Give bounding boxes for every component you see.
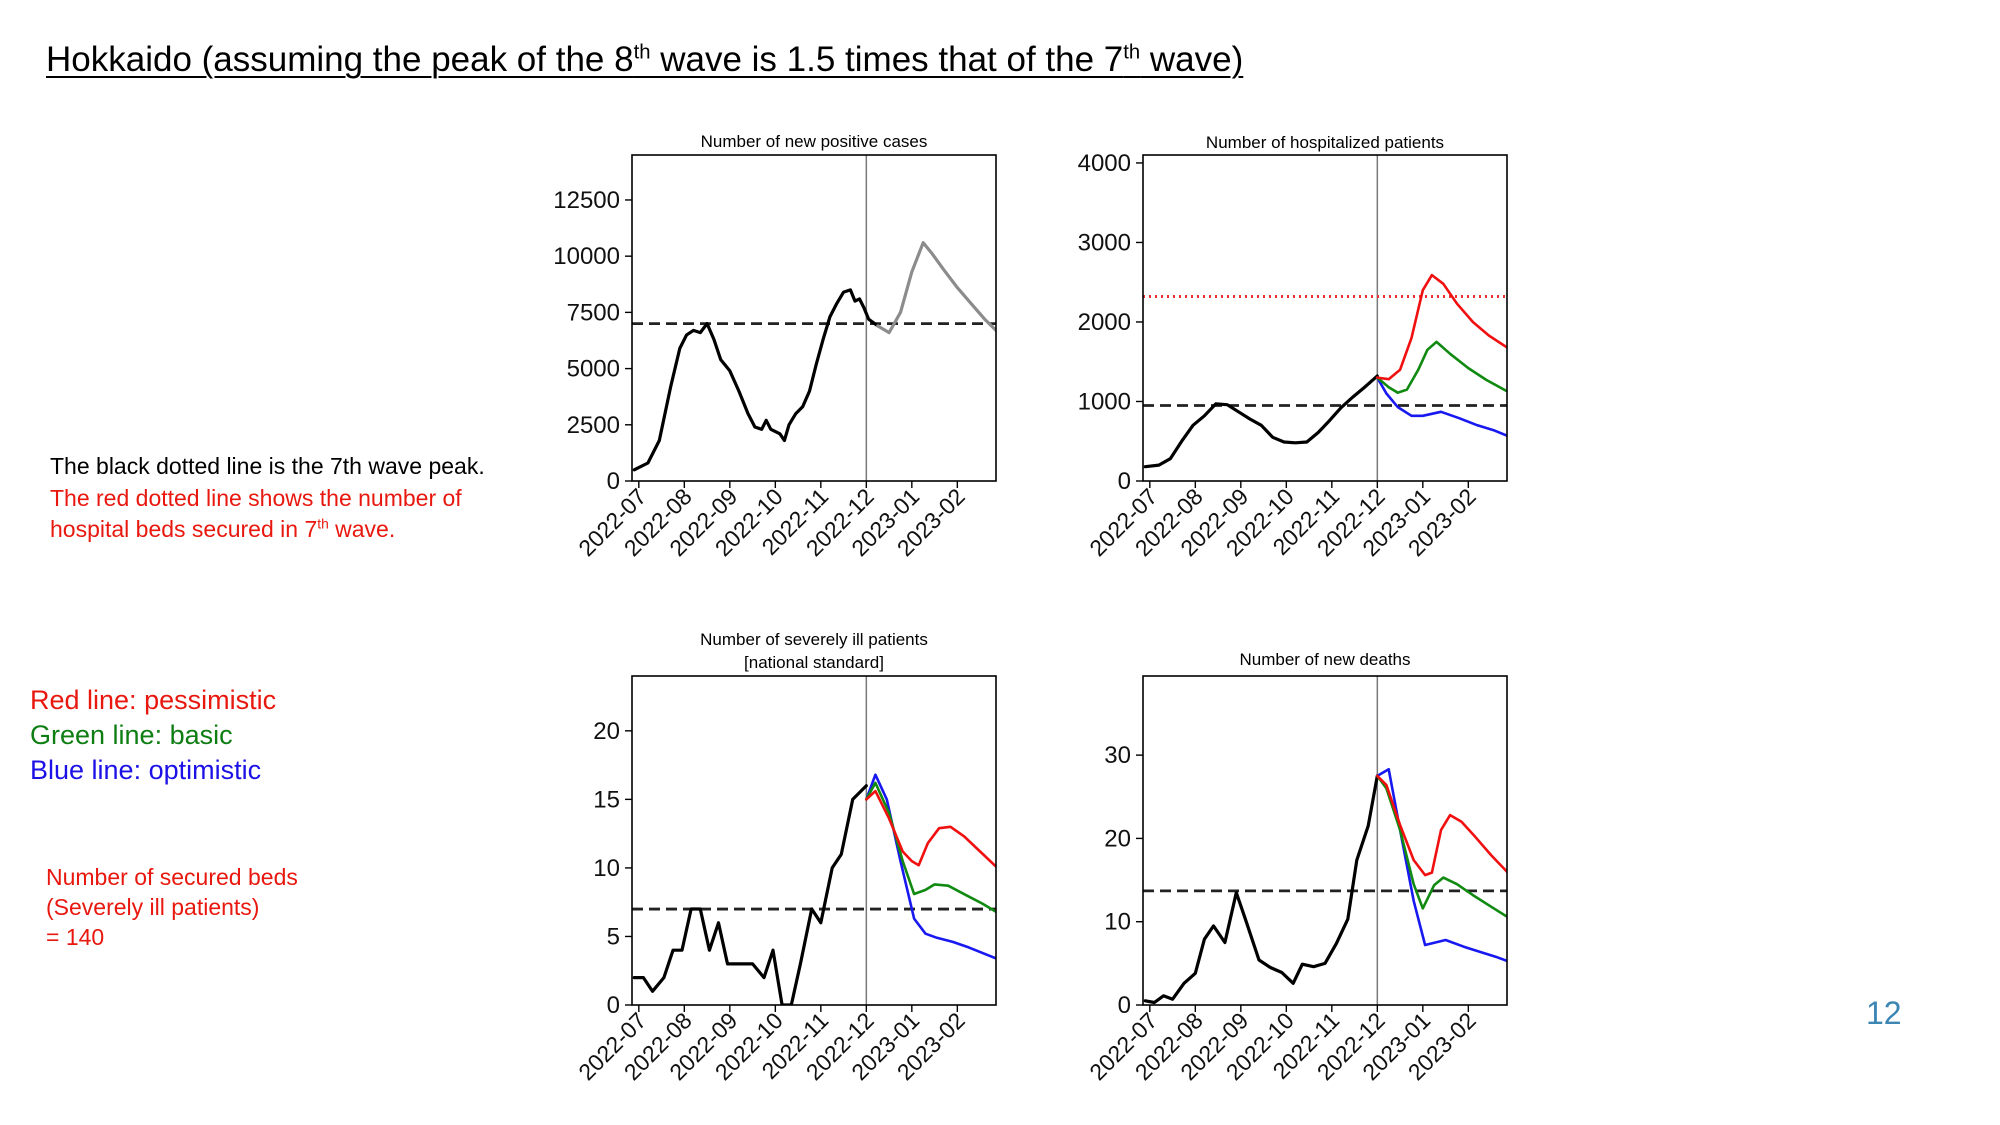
red-line-note-superscript: th (317, 516, 329, 532)
series-line-optimistic (1376, 376, 1507, 437)
title-text-2: wave is 1.5 times that of the 7 (650, 40, 1124, 79)
y-tick-label: 0 (1118, 468, 1131, 495)
y-tick-label: 20 (593, 718, 620, 745)
series-line-pessimistic (1376, 774, 1507, 877)
y-tick-label: 30 (1104, 742, 1131, 769)
chart-deaths: Number of new deaths01020302022-072022-0… (1084, 650, 1508, 1085)
series-line-basic (1376, 774, 1507, 918)
y-tick-label: 3000 (1078, 229, 1131, 256)
secured-beds-line2: (Severely ill patients) (46, 894, 260, 920)
chart-title: Number of new deaths (1239, 650, 1410, 669)
legend-pessimistic: Red line: pessimistic (30, 685, 277, 715)
title-superscript-2: th (1123, 41, 1141, 64)
legend-optimistic: Blue line: optimistic (30, 755, 262, 785)
y-tick-label: 7500 (567, 299, 620, 326)
axes-frame (1142, 154, 1508, 482)
series-line-observed (1143, 374, 1379, 469)
y-tick-label: 0 (607, 468, 620, 495)
axes-frame (631, 154, 997, 482)
secured-beds-line3: = 140 (46, 924, 105, 950)
red-line-note-line2: hospital beds secured in 7th wave. (50, 514, 462, 545)
plot-area (632, 676, 996, 1005)
slide-title: Hokkaido (assuming the peak of the 8th w… (46, 40, 1243, 80)
y-tick-label: 1000 (1078, 388, 1131, 415)
chart-title: [national standard] (744, 653, 884, 672)
title-superscript-1: th (633, 41, 651, 64)
y-tick-label: 10000 (553, 243, 620, 270)
series-line-projection (876, 241, 996, 335)
y-tick-label: 10 (1104, 909, 1131, 936)
scenario-legend: Red line: pessimistic Green line: basic … (30, 683, 276, 788)
y-tick-label: 0 (1118, 992, 1131, 1019)
series-line-optimistic (1376, 768, 1507, 963)
secured-beds-note: Number of secured beds (Severely ill pat… (46, 862, 298, 952)
series-line-pessimistic (1376, 273, 1507, 381)
chart-hospitalized: Number of hospitalized patients 0 1000 2000… (1078, 133, 1508, 561)
red-line-note-line1: The red dotted line shows the number of (50, 485, 462, 511)
chart-title: Number of new positive cases (701, 132, 928, 151)
y-tick-label: 4000 (1078, 150, 1131, 177)
black-line-note: The black dotted line is the 7th wave pe… (50, 453, 485, 479)
y-tick-label: 5 (607, 923, 620, 950)
y-tick-label: 2500 (567, 412, 620, 439)
y-tick-label: 5000 (567, 356, 620, 383)
series-line-basic (1376, 340, 1507, 394)
chart-severe: Number of severely ill patients [national… (573, 630, 997, 1085)
title-text-1: Hokkaido (assuming the peak of the 8 (46, 40, 634, 79)
chart-title: Number of hospitalized patients (1206, 133, 1444, 152)
axes-frame (631, 675, 997, 1006)
series-line-basic (865, 781, 996, 914)
red-line-note-end: wave. (328, 516, 396, 542)
y-tick-label: 15 (593, 786, 620, 813)
red-line-note: The red dotted line shows the number of … (50, 483, 462, 545)
series-line-observed (632, 784, 868, 1005)
title-text-3: wave) (1140, 40, 1244, 79)
plot-area (632, 155, 996, 481)
series-line-pessimistic (865, 789, 996, 868)
series-line-observed (1143, 774, 1379, 1005)
y-tick-label: 12500 (553, 187, 620, 214)
y-tick-label: 10 (593, 855, 620, 882)
axes-frame (1142, 675, 1508, 1006)
page-number: 12 (1866, 995, 1902, 1031)
series-line-observed (632, 288, 880, 472)
y-tick-label: 20 (1104, 825, 1131, 852)
secured-beds-line1: Number of secured beds (46, 864, 298, 890)
red-line-note-text: hospital beds secured in 7 (50, 516, 318, 542)
plot-area (1143, 676, 1507, 1005)
chart-positive: Number of new positive cases 0 2500 5000 750… (553, 132, 997, 561)
plot-area (1143, 155, 1507, 481)
y-tick-label: 0 (607, 992, 620, 1019)
series-line-optimistic (865, 773, 996, 960)
y-tick-label: 2000 (1078, 309, 1131, 336)
chart-title: Number of severely ill patients (700, 630, 928, 649)
legend-basic: Green line: basic (30, 720, 233, 750)
